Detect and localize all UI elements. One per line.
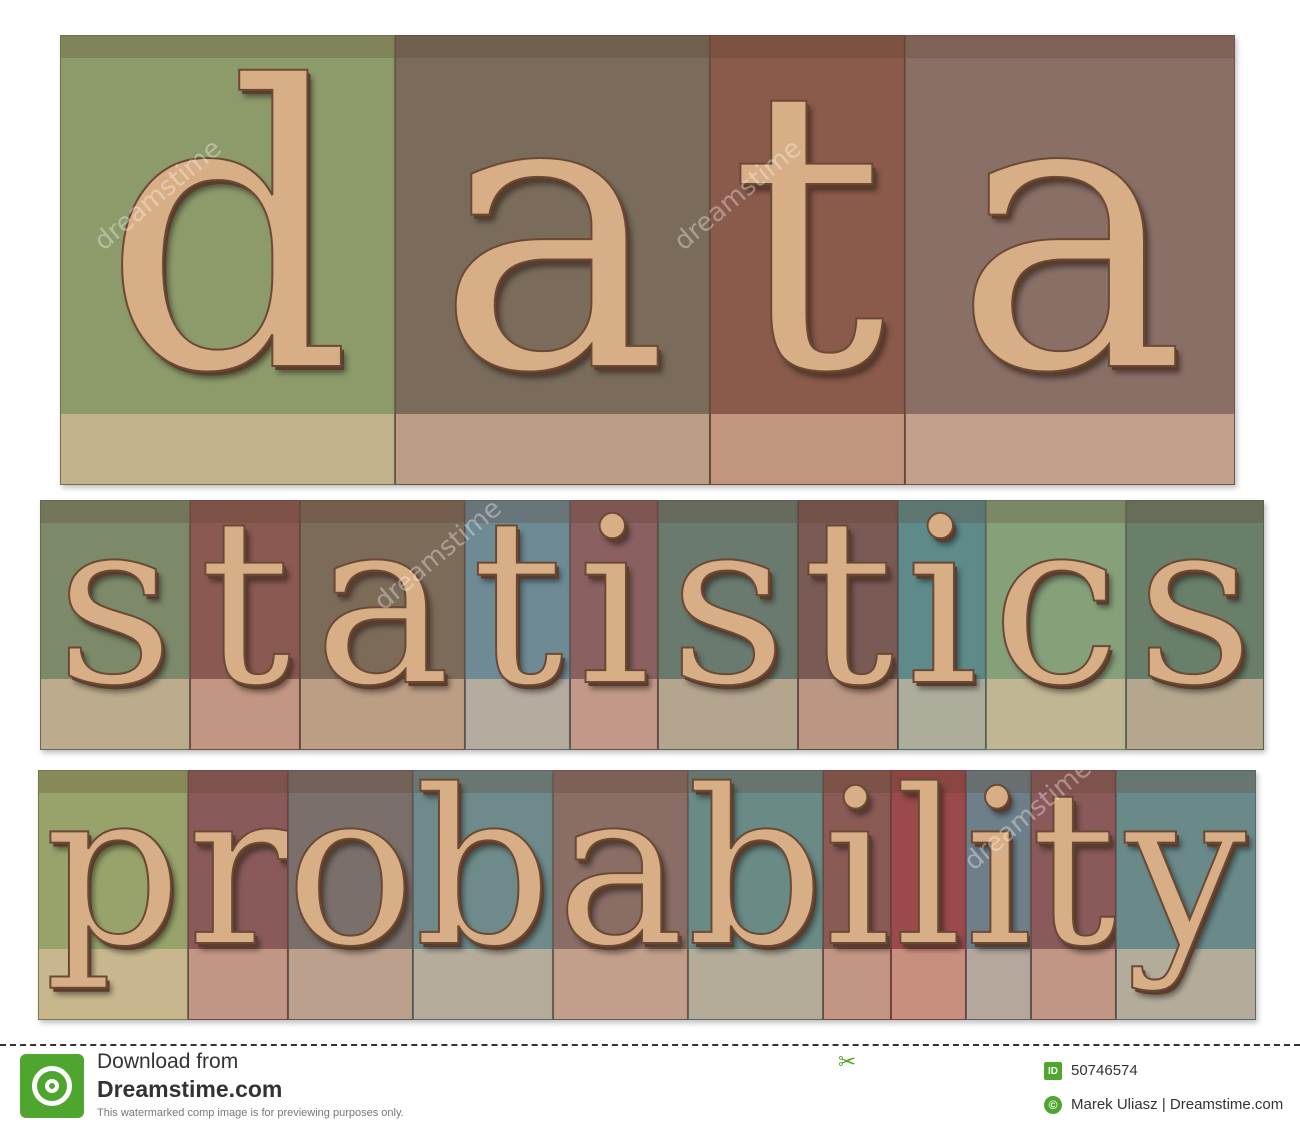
letter-glyph: b: [688, 770, 823, 994]
site-name: Dreamstime.com: [97, 1076, 283, 1102]
letter-glyph: s: [1135, 500, 1255, 737]
type-block-statistics-9: c: [986, 500, 1126, 750]
type-block-probability-3: o: [288, 770, 413, 1020]
type-block-statistics-5: i: [570, 500, 658, 750]
type-block-probability-10: t: [1031, 770, 1116, 1020]
type-block-data-1: d: [60, 35, 395, 485]
letter-glyph: t: [1031, 770, 1116, 994]
letter-glyph: a: [555, 770, 685, 994]
download-info: Download from Dreamstime.com This waterm…: [97, 1050, 404, 1119]
download-label: Download from: [97, 1050, 239, 1073]
letter-glyph: c: [991, 500, 1122, 737]
letter-glyph: t: [801, 500, 895, 737]
letter-glyph: t: [728, 35, 887, 458]
letter-glyph: i: [823, 770, 891, 994]
type-block-statistics-8: i: [898, 500, 986, 750]
type-block-probability-6: b: [688, 770, 823, 1020]
letter-glyph: y: [1124, 770, 1247, 994]
photographer-credit: Marek Uliasz | Dreamstime.com: [1071, 1096, 1284, 1113]
footer-divider: [0, 1044, 1300, 1046]
letter-glyph: d: [102, 35, 354, 458]
disclaimer-text: This watermarked comp image is for previ…: [97, 1107, 404, 1119]
type-block-data-3: t: [710, 35, 905, 485]
type-block-statistics-1: s: [40, 500, 190, 750]
type-block-probability-11: y: [1116, 770, 1256, 1020]
letter-glyph: a: [953, 35, 1188, 458]
type-block-statistics-2: t: [190, 500, 300, 750]
type-block-statistics-7: t: [798, 500, 898, 750]
type-block-probability-7: i: [823, 770, 891, 1020]
letter-glyph: o: [288, 770, 413, 994]
type-block-probability-4: b: [413, 770, 553, 1020]
letter-glyph: t: [198, 500, 292, 737]
letter-glyph: i: [966, 770, 1031, 994]
letter-glyph: i: [576, 500, 652, 737]
letter-glyph: i: [904, 500, 980, 737]
type-block-probability-5: a: [553, 770, 688, 1020]
letter-glyph: r: [188, 770, 288, 994]
letter-glyph: t: [470, 500, 564, 737]
type-block-data-2: a: [395, 35, 710, 485]
letter-glyph: s: [668, 500, 788, 737]
letter-glyph: b: [414, 770, 552, 994]
type-block-data-4: a: [905, 35, 1235, 485]
type-block-probability-8: l: [891, 770, 966, 1020]
letter-glyph: l: [893, 770, 964, 994]
type-block-statistics-6: s: [658, 500, 798, 750]
copyright-icon: ©: [1044, 1096, 1062, 1114]
dreamstime-logo-icon: [20, 1054, 84, 1118]
type-block-statistics-10: s: [1126, 500, 1264, 750]
type-block-probability-2: r: [188, 770, 288, 1020]
letter-glyph: s: [55, 500, 175, 737]
type-block-statistics-4: t: [465, 500, 570, 750]
image-id: 50746574: [1071, 1062, 1138, 1079]
type-block-statistics-3: a: [300, 500, 465, 750]
id-badge-icon: ID: [1044, 1062, 1062, 1080]
letter-glyph: p: [43, 770, 183, 994]
type-block-probability-1: p: [38, 770, 188, 1020]
letter-glyph: a: [313, 500, 452, 737]
scissors-icon: ✂: [838, 1050, 857, 1075]
type-block-probability-9: i: [966, 770, 1031, 1020]
letter-glyph: a: [435, 35, 670, 458]
